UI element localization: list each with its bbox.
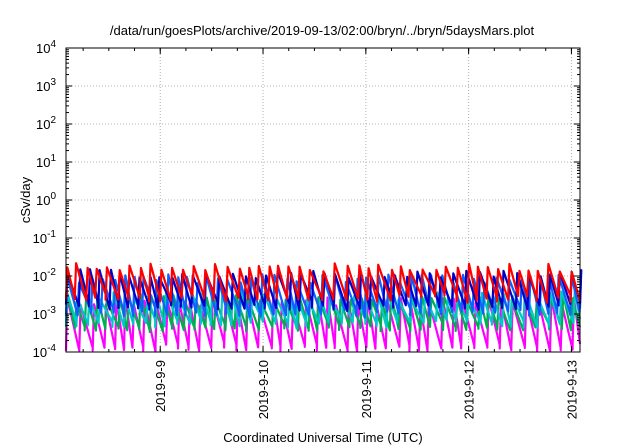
x-tick-label: 2019-9-12 — [462, 360, 477, 419]
x-axis-label: Coordinated Universal Time (UTC) — [223, 430, 422, 445]
y-tick-label: 104 — [36, 39, 56, 56]
y-tick-label: 10-4 — [33, 343, 57, 360]
y-tick-label: 10-1 — [33, 229, 57, 246]
series-line — [64, 262, 582, 304]
x-tick-label: 2019-9-9 — [153, 360, 168, 412]
series-layer — [64, 262, 583, 353]
x-axis: 2019-9-9 2019-9-10 2019-9-11 2019-9-12 2019-… — [82, 48, 579, 419]
y-axis-label: cSv/day — [18, 176, 33, 223]
series-line — [64, 289, 582, 330]
series-line — [64, 292, 582, 334]
y-tick-label: 101 — [36, 153, 56, 170]
chart-title: /data/run/goesPlots/archive/2019-09-13/0… — [110, 23, 535, 38]
y-axis: 10-4 10-3 10-2 10-1 100 101 102 103 104 — [33, 39, 580, 360]
y-tick-label: 103 — [36, 77, 56, 94]
x-tick-label: 2019-9-11 — [359, 360, 374, 418]
y-tick-label: 102 — [36, 115, 56, 132]
y-tick-label: 100 — [36, 191, 56, 208]
series-line — [64, 296, 582, 353]
x-tick-label: 2019-9-10 — [256, 360, 271, 419]
series-line — [64, 268, 583, 313]
y-tick-label: 10-2 — [33, 267, 57, 284]
y-tick-label: 10-3 — [33, 305, 57, 322]
x-tick-label: 2019-9-13 — [564, 360, 579, 419]
